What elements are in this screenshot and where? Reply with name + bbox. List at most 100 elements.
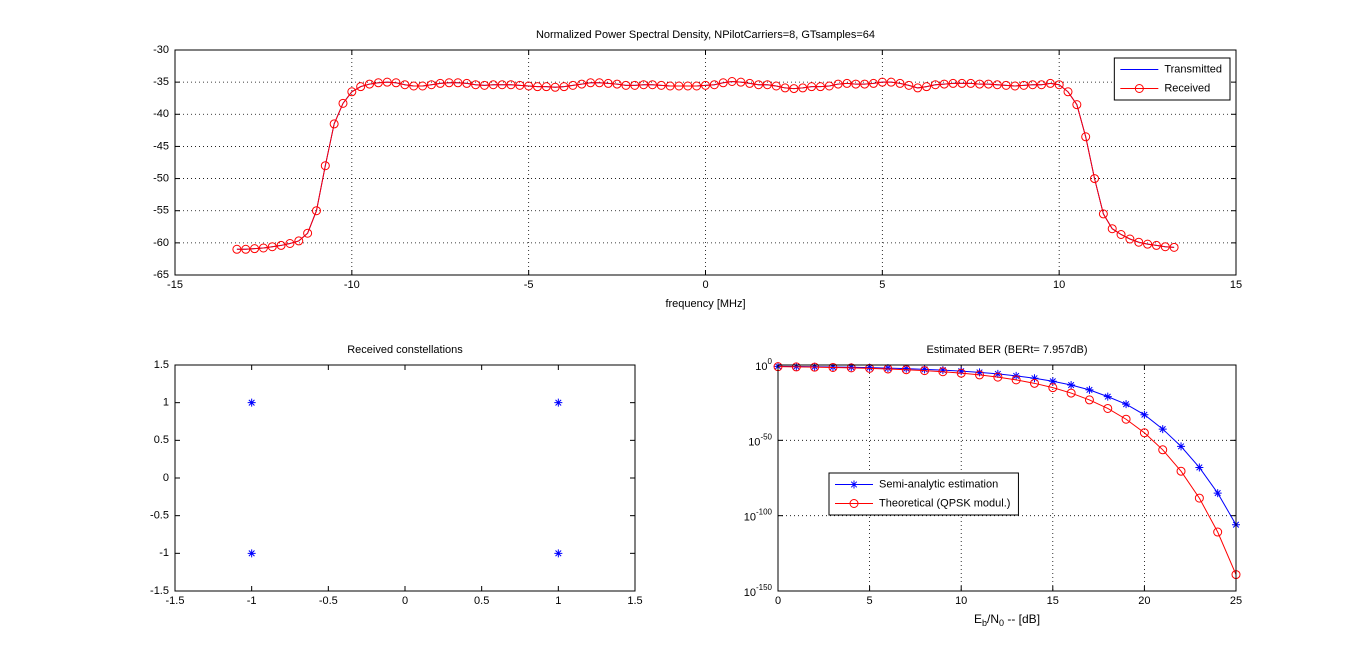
legend-label: Semi-analytic estimation bbox=[879, 478, 998, 490]
marker-circle bbox=[833, 79, 843, 89]
marker-circle bbox=[365, 79, 375, 89]
marker-circle bbox=[846, 363, 856, 373]
x-tick-label: -5 bbox=[524, 279, 534, 291]
x-tick-label: 0 bbox=[402, 595, 408, 607]
marker-circle bbox=[665, 81, 675, 91]
marker-circle bbox=[1139, 428, 1149, 438]
marker-circle bbox=[824, 81, 834, 91]
chart-title: Received constellations bbox=[347, 344, 463, 356]
legend-label: Transmitted bbox=[1164, 63, 1222, 75]
marker-circle bbox=[373, 78, 383, 88]
marker-star bbox=[247, 549, 256, 558]
marker-circle bbox=[745, 78, 755, 88]
marker-star bbox=[993, 369, 1002, 378]
marker-circle bbox=[621, 80, 631, 90]
plot-area bbox=[175, 365, 635, 591]
legend: Transmitted Received bbox=[1113, 57, 1231, 101]
y-tick-label: 10-50 bbox=[748, 432, 772, 448]
axes-box bbox=[174, 364, 636, 592]
marker-circle bbox=[956, 368, 966, 378]
marker-circle bbox=[594, 78, 604, 88]
marker-circle bbox=[975, 370, 985, 380]
marker-circle bbox=[736, 77, 746, 87]
marker-star bbox=[975, 368, 984, 377]
x-axis-label-part: E bbox=[974, 612, 982, 626]
marker-star bbox=[902, 364, 911, 373]
marker-star bbox=[1158, 425, 1167, 434]
y-tick-label-exponent: -150 bbox=[756, 583, 773, 592]
x-axis-label: frequency [MHz] bbox=[665, 298, 745, 310]
x-tick-label: 15 bbox=[1047, 595, 1059, 607]
marker-circle bbox=[904, 80, 914, 90]
marker-circle bbox=[541, 82, 551, 92]
marker-circle bbox=[683, 81, 693, 91]
marker-star bbox=[1177, 442, 1186, 451]
y-tick-label: 1 bbox=[163, 397, 169, 409]
x-tick-label: 10 bbox=[955, 595, 967, 607]
x-tick-label: -0.5 bbox=[319, 595, 338, 607]
marker-circle bbox=[701, 80, 710, 90]
marker-circle bbox=[250, 244, 260, 254]
marker-circle bbox=[462, 78, 472, 88]
y-tick-label-base: 10 bbox=[748, 436, 760, 448]
marker-star bbox=[938, 366, 947, 375]
marker-circle bbox=[444, 78, 454, 88]
legend-box bbox=[1113, 57, 1231, 101]
marker-circle bbox=[762, 80, 772, 90]
legend: Semi-analytic estimation Theoretical (QPS… bbox=[828, 472, 1019, 516]
y-tick-label-exponent: -50 bbox=[760, 432, 772, 441]
y-tick-label: -40 bbox=[153, 108, 169, 120]
marker-circle bbox=[1084, 395, 1094, 405]
x-tick-label: 5 bbox=[879, 279, 885, 291]
marker-circle bbox=[603, 78, 613, 88]
y-tick-label-exponent: -100 bbox=[756, 508, 773, 517]
marker-star bbox=[1048, 377, 1057, 386]
marker-circle bbox=[1176, 466, 1186, 476]
marker-star bbox=[850, 480, 858, 489]
marker-circle bbox=[471, 80, 481, 90]
marker-circle bbox=[957, 78, 967, 88]
legend-box bbox=[828, 472, 1019, 516]
marker-circle bbox=[849, 499, 859, 508]
y-tick-label: -0.5 bbox=[150, 510, 169, 522]
marker-circle bbox=[303, 228, 313, 238]
marker-circle bbox=[948, 78, 958, 88]
marker-circle bbox=[647, 80, 657, 90]
y-tick-label: -60 bbox=[153, 237, 169, 249]
x-tick-label: -1.5 bbox=[166, 595, 185, 607]
marker-circle bbox=[807, 82, 817, 92]
marker-circle bbox=[1063, 87, 1073, 97]
y-tick-label-base: 10 bbox=[755, 361, 767, 373]
marker-circle bbox=[612, 79, 622, 89]
marker-circle bbox=[400, 80, 410, 90]
marker-circle bbox=[586, 78, 596, 88]
marker-circle bbox=[568, 80, 578, 90]
marker-circle bbox=[391, 78, 401, 88]
marker-circle bbox=[1045, 78, 1055, 88]
marker-circle bbox=[515, 80, 525, 90]
marker-circle bbox=[913, 83, 923, 93]
marker-circle bbox=[1010, 81, 1020, 91]
marker-circle bbox=[920, 366, 930, 376]
marker-circle bbox=[1143, 239, 1153, 249]
marker-circle bbox=[789, 84, 799, 94]
marker-circle bbox=[842, 78, 852, 88]
y-tick-label: -35 bbox=[153, 76, 169, 88]
marker-circle bbox=[1125, 234, 1135, 244]
y-tick-label-base: 10 bbox=[744, 512, 756, 524]
marker-circle bbox=[1213, 527, 1223, 537]
marker-circle bbox=[1169, 242, 1179, 252]
marker-circle bbox=[506, 80, 516, 90]
marker-star bbox=[1085, 385, 1094, 394]
marker-circle bbox=[320, 161, 330, 171]
marker-circle bbox=[1134, 237, 1144, 247]
marker-circle bbox=[294, 236, 304, 246]
marker-circle bbox=[851, 79, 861, 89]
marker-circle bbox=[1158, 445, 1168, 455]
marker-circle bbox=[453, 78, 463, 88]
marker-circle bbox=[533, 82, 543, 92]
y-tick-label: -50 bbox=[153, 172, 169, 184]
marker-circle bbox=[258, 243, 268, 253]
marker-star bbox=[828, 362, 837, 371]
y-tick-label: -30 bbox=[153, 44, 169, 56]
